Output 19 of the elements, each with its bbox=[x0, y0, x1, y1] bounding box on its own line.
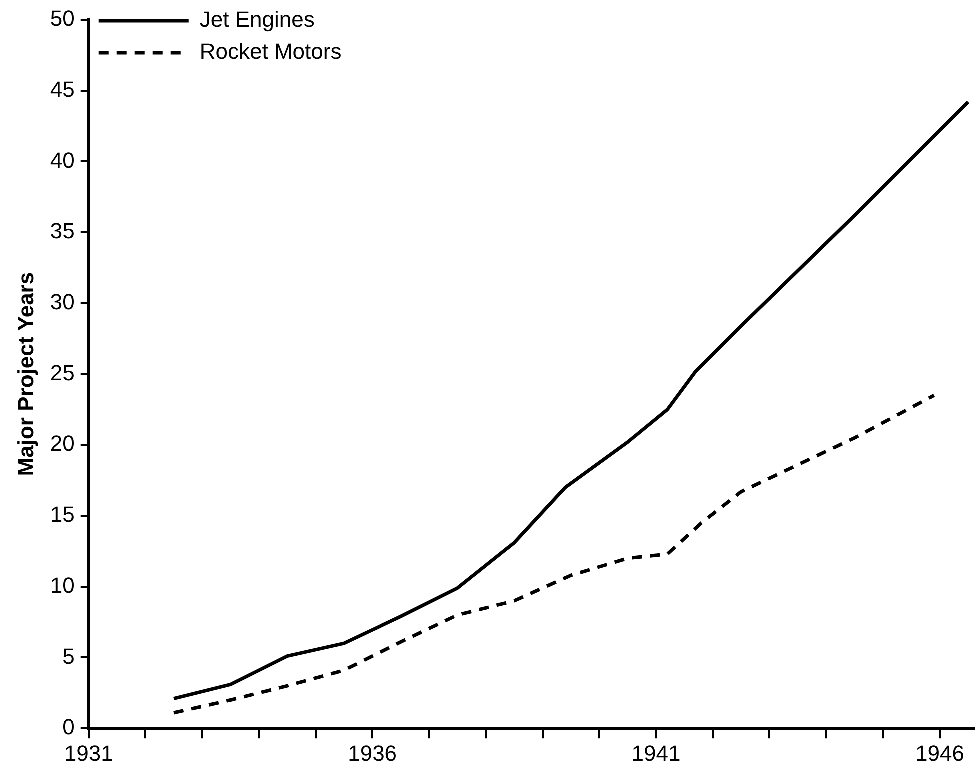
y-tick-label: 25 bbox=[50, 360, 75, 386]
legend-label: Jet Engines bbox=[200, 7, 315, 32]
y-tick-label: 10 bbox=[50, 572, 75, 598]
y-tick-label: 40 bbox=[50, 148, 75, 173]
legend-label: Rocket Motors bbox=[200, 39, 342, 64]
y-tick-label: 5 bbox=[62, 644, 75, 669]
x-tick-label: 1941 bbox=[632, 740, 681, 766]
y-tick-label: 30 bbox=[50, 290, 75, 315]
y-tick-label: 20 bbox=[50, 431, 75, 456]
y-tick-label: 50 bbox=[50, 6, 75, 32]
y-tick-label: 0 bbox=[62, 714, 75, 740]
y-tick-label: 45 bbox=[50, 76, 75, 102]
x-tick-label: 1946 bbox=[915, 740, 964, 766]
x-tick-label: 1931 bbox=[64, 740, 114, 766]
y-tick-label: 15 bbox=[50, 502, 75, 528]
y-axis-title: Major Project Years bbox=[13, 272, 38, 476]
y-tick-label: 35 bbox=[50, 218, 75, 244]
x-tick-label: 1936 bbox=[348, 740, 398, 766]
line-series bbox=[172, 394, 936, 715]
